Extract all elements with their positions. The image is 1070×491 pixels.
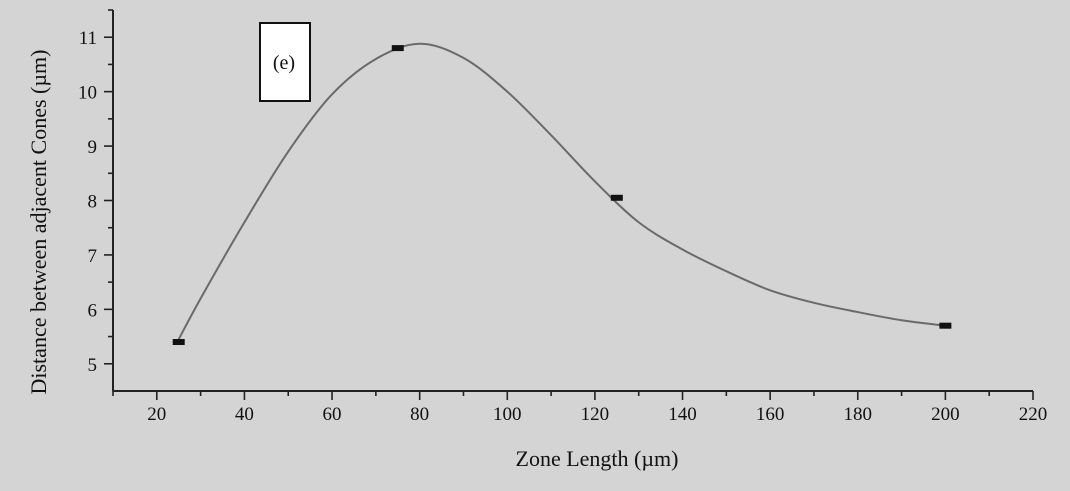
data-point (172, 339, 185, 346)
y-tick-label: 6 (88, 300, 98, 321)
x-tick-label: 60 (323, 404, 342, 425)
axes: 20 40 60 80 100 120 140 160 180 200 220 5 6 7 8 9 10 11 (78, 9, 1048, 425)
plot-area (172, 42, 952, 346)
x-tick-label: 100 (493, 404, 522, 425)
panel-label: (e) (273, 52, 295, 74)
x-tick-label: 160 (756, 404, 785, 425)
x-tick-label: 80 (410, 404, 429, 425)
y-tick-label: 5 (88, 355, 98, 376)
y-tick-label: 10 (78, 83, 97, 104)
y-tick-label: 8 (88, 192, 98, 213)
y-axis-label: Distance between adjacent Cones (µm) (26, 50, 51, 395)
x-tick-label: 20 (147, 404, 166, 425)
y-tick-label: 9 (88, 137, 98, 158)
fit-curve (177, 42, 946, 340)
panel-label-frame (259, 22, 311, 102)
x-tick-label: 40 (235, 404, 254, 425)
panel-label-box: (e) (259, 22, 311, 102)
x-tick-label: 140 (668, 404, 697, 425)
y-tick-label: 7 (88, 246, 98, 267)
data-point (939, 322, 952, 329)
data-point (610, 194, 623, 201)
x-tick-label: 120 (581, 404, 610, 425)
x-axis-label: Zone Length (µm) (516, 446, 679, 471)
data-point (391, 45, 404, 52)
x-tick-label: 220 (1019, 404, 1048, 425)
x-tick-label: 200 (931, 404, 960, 425)
x-tick-label: 180 (844, 404, 873, 425)
y-tick-label: 11 (79, 28, 97, 49)
